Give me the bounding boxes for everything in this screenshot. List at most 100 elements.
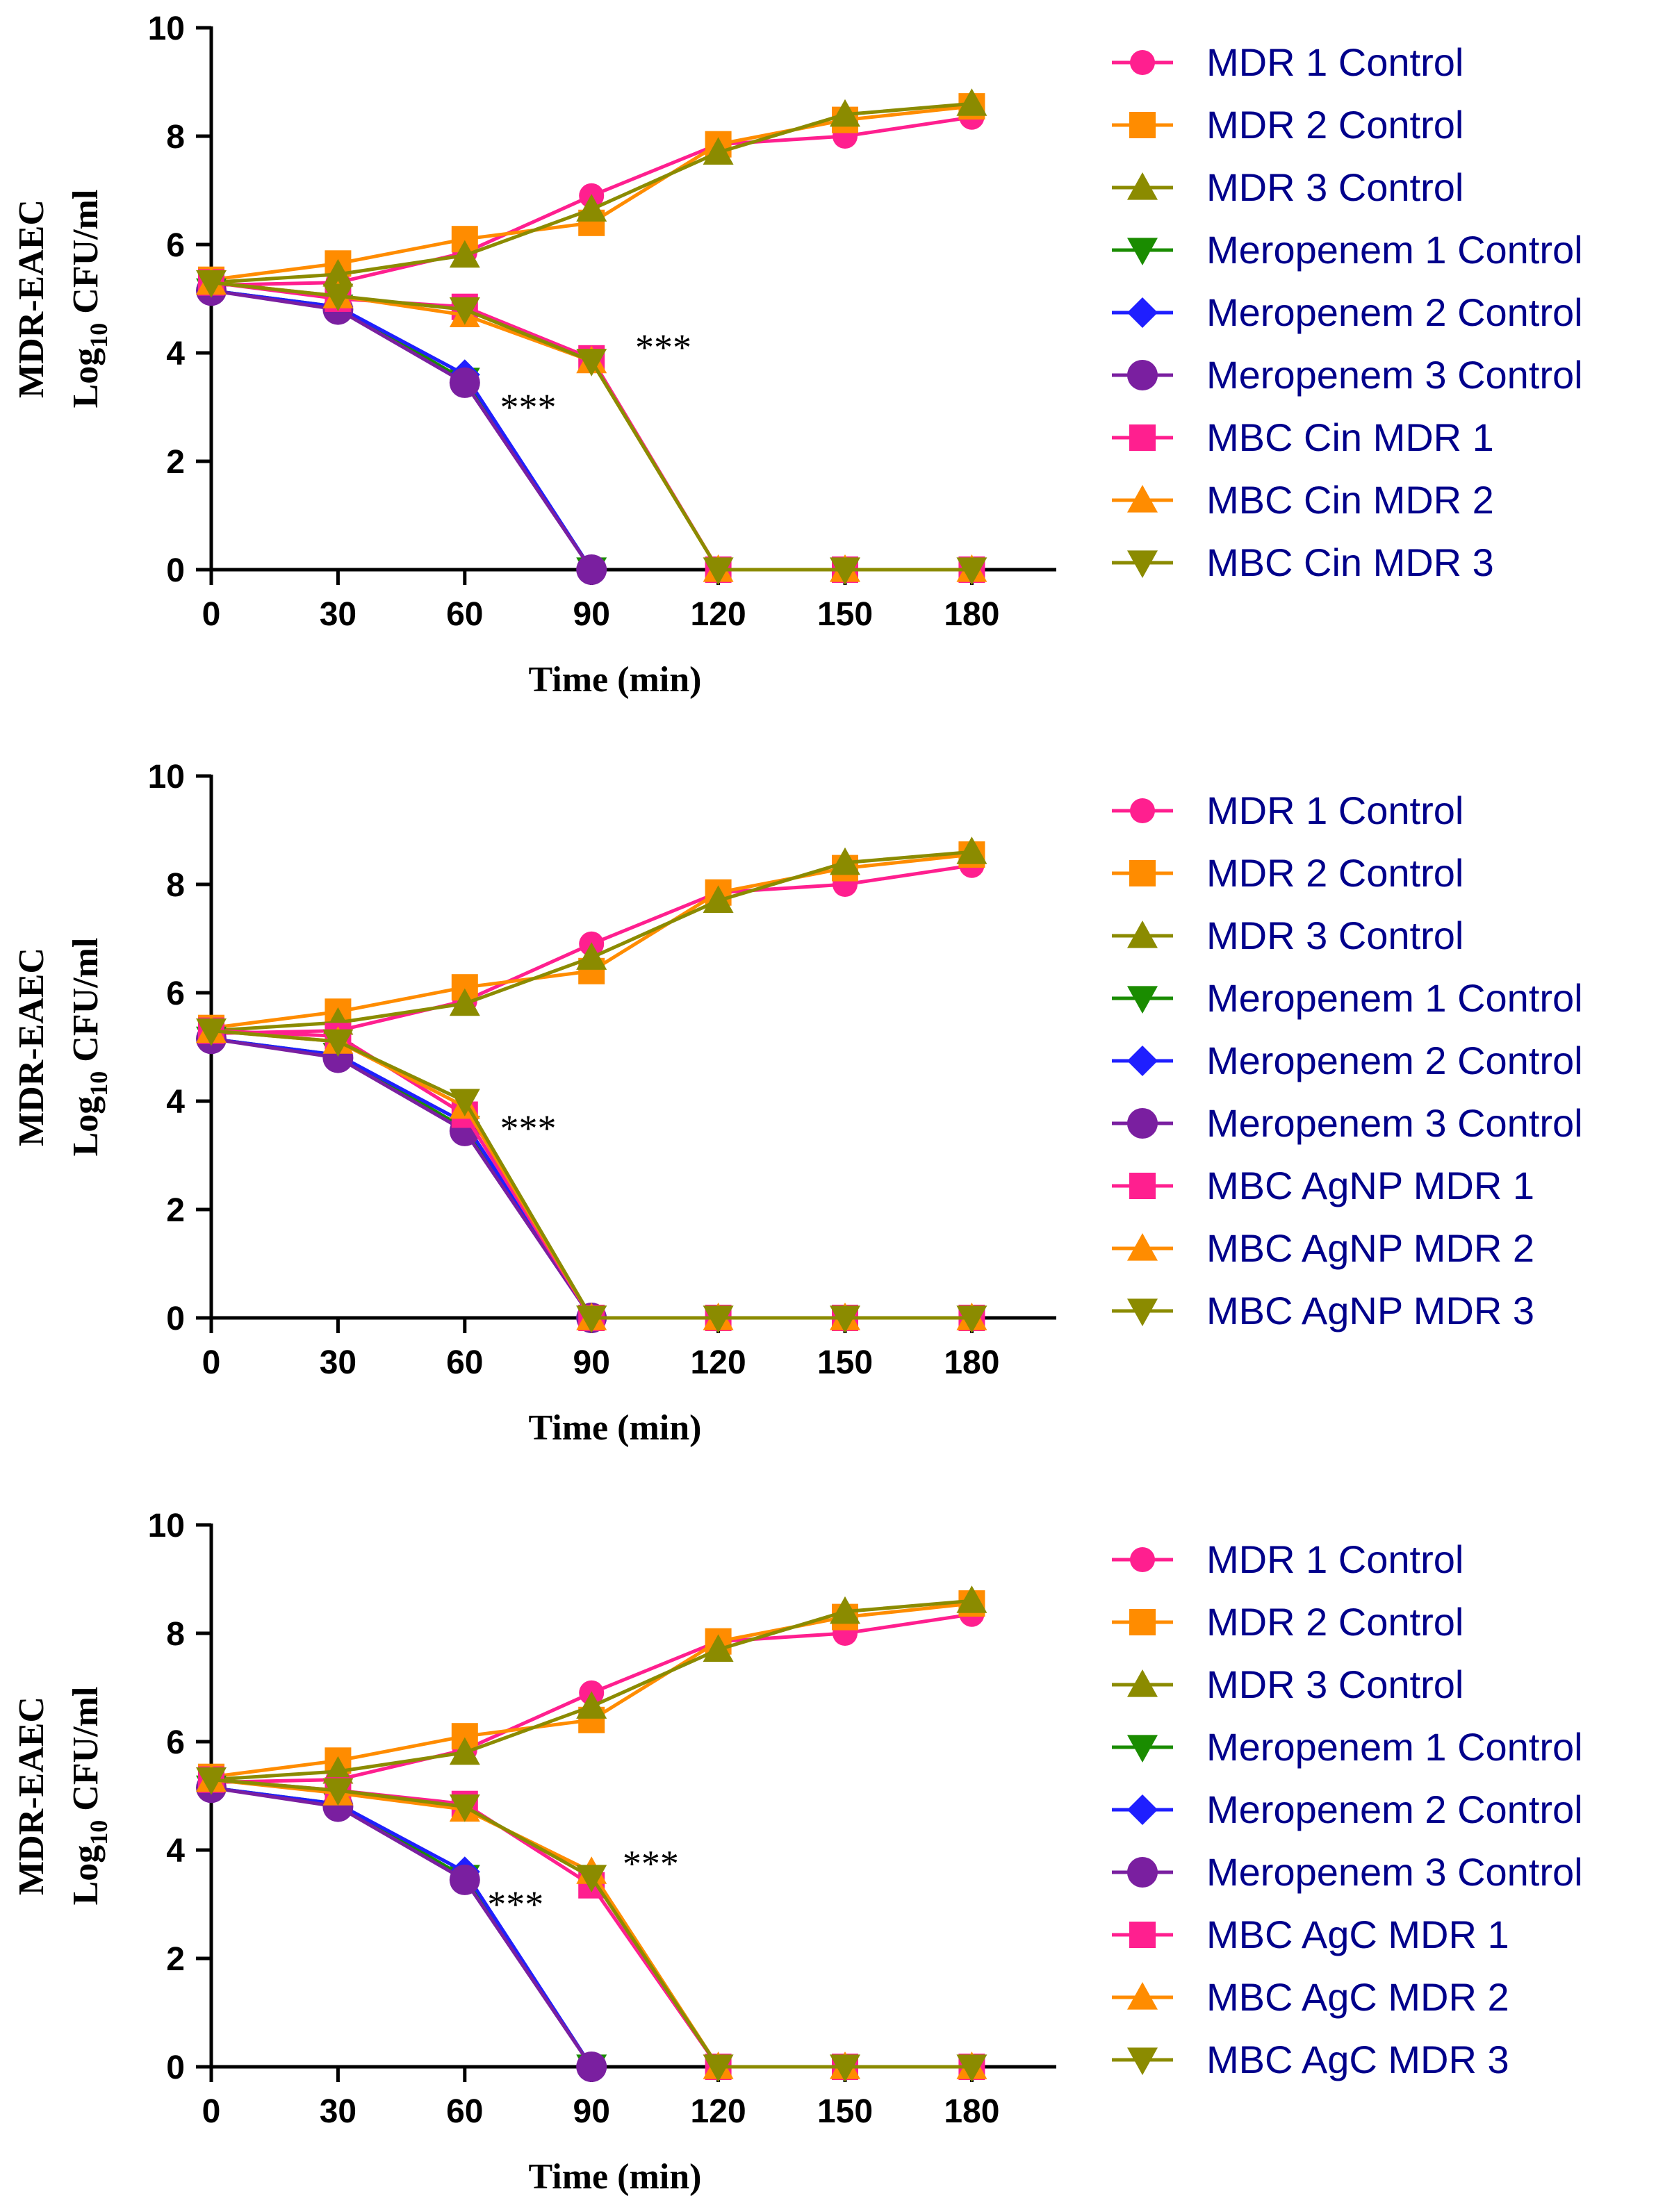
data-point (830, 847, 860, 875)
legend-item: MBC Cin MDR 3 (1112, 540, 1494, 584)
x-axis-title: Time (min) (529, 2157, 702, 2197)
legend-marker (1129, 112, 1156, 138)
legend-marker (1127, 1669, 1158, 1697)
legend-label: MBC AgC MDR 1 (1206, 1913, 1509, 1956)
legend-label: MBC Cin MDR 2 (1206, 478, 1494, 522)
y-axis-title-unit: CFU/ml (66, 1687, 106, 1820)
x-tick-label: 0 (202, 2093, 221, 2130)
data-point (956, 2054, 987, 2082)
data-point (576, 942, 607, 970)
series-9 (196, 1018, 987, 1333)
legend-item: MDR 2 Control (1112, 1600, 1464, 1644)
series-8 (196, 1015, 987, 1330)
series-line (211, 288, 593, 571)
data-point (703, 137, 734, 165)
legend-label: Meropenem 3 Control (1206, 1850, 1583, 1894)
series-4 (196, 1775, 607, 2082)
x-tick-label: 60 (446, 2093, 483, 2130)
significance-annotation: *** (623, 1843, 679, 1885)
legend-marker (1127, 1857, 1158, 1888)
legend-item: Meropenem 1 Control (1112, 228, 1583, 272)
data-point (322, 1778, 354, 1806)
data-point (322, 1756, 354, 1784)
legend-label: Meropenem 2 Control (1206, 1039, 1583, 1082)
legend-label: Meropenem 2 Control (1206, 1788, 1583, 1831)
legend-label: MDR 3 Control (1206, 914, 1464, 957)
legend-item: Meropenem 3 Control (1112, 353, 1583, 397)
legend-marker (1127, 2047, 1158, 2075)
data-point (830, 99, 860, 127)
data-point (576, 1865, 607, 1892)
data-point (956, 836, 987, 864)
legend-item: Meropenem 1 Control (1112, 976, 1583, 1020)
series-line (211, 1037, 593, 1319)
legend-label: MDR 1 Control (1206, 789, 1464, 832)
y-axis-title-unit: CFU/ml (66, 190, 106, 323)
legend-label: MBC AgNP MDR 2 (1206, 1226, 1534, 1270)
series-line (211, 288, 593, 571)
legend-label: Meropenem 2 Control (1206, 290, 1583, 334)
y-axis-title-log: Log (66, 1096, 106, 1157)
legend-label: MDR 3 Control (1206, 1662, 1464, 1706)
x-tick-label: 120 (691, 2093, 746, 2130)
legend-label: Meropenem 1 Control (1206, 228, 1583, 272)
x-tick-label: 120 (691, 1344, 746, 1381)
data-point (322, 283, 354, 312)
data-point (703, 557, 734, 585)
x-tick-label: 120 (691, 596, 746, 633)
data-point (956, 1305, 987, 1333)
data-point (830, 1305, 860, 1333)
y-tick-label: 0 (166, 2049, 185, 2086)
y-axis-title-line2: Log10 CFU/ml (66, 190, 113, 408)
y-axis-title-log: Log (66, 348, 106, 408)
y-axis-title-line2: Log10 CFU/ml (66, 938, 113, 1157)
legend-marker (1129, 1609, 1156, 1635)
significance-annotation: *** (500, 386, 557, 428)
x-tick-label: 150 (817, 1344, 873, 1381)
legend-label: MBC AgNP MDR 3 (1206, 1289, 1534, 1332)
series-9 (196, 1767, 987, 2082)
data-point (956, 557, 987, 585)
x-tick-label: 150 (817, 596, 873, 633)
legend-item: MDR 2 Control (1112, 103, 1464, 147)
legend-marker (1127, 550, 1158, 578)
x-tick-label: 150 (817, 2093, 873, 2130)
legend-marker (1127, 1108, 1158, 1139)
data-point (449, 1864, 480, 1895)
y-axis-title-line1: MDR-EAEC (12, 1697, 51, 1895)
y-tick-label: 8 (166, 119, 185, 156)
legend-marker (1130, 50, 1155, 75)
series-7 (198, 1766, 985, 2080)
series-9 (196, 270, 987, 585)
data-point (830, 557, 860, 585)
legend-marker (1127, 297, 1158, 328)
series-line (211, 1037, 593, 1319)
series-7 (198, 269, 985, 583)
legend-marker (1127, 360, 1158, 390)
y-tick-label: 6 (166, 975, 185, 1012)
data-point (576, 1691, 607, 1719)
legend-marker (1127, 986, 1158, 1014)
x-tick-label: 30 (320, 1344, 356, 1381)
y-tick-label: 10 (148, 759, 185, 795)
legend-item: MDR 1 Control (1112, 1537, 1464, 1581)
data-point (449, 297, 480, 325)
legend-item: MDR 3 Control (1112, 914, 1464, 957)
legend-marker (1127, 1794, 1158, 1825)
y-tick-label: 2 (166, 1192, 185, 1229)
series-8 (196, 1764, 987, 2079)
legend-label: MBC Cin MDR 1 (1206, 415, 1494, 459)
series-8 (196, 267, 987, 582)
legend-item: Meropenem 2 Control (1112, 290, 1583, 334)
legend-item: MBC AgNP MDR 1 (1112, 1164, 1534, 1207)
chart-panel-middle: 0 2 4 6 8 10 0 30 60 90 120 150 180 Time (min) MDR-EAE… (12, 759, 1583, 1448)
legend-item: Meropenem 3 Control (1112, 1850, 1583, 1894)
legend-marker (1130, 798, 1155, 823)
legend-item: MBC AgC MDR 3 (1112, 2038, 1509, 2081)
series-5 (196, 275, 607, 585)
series-6 (196, 1772, 607, 2082)
series-line (211, 1029, 972, 1320)
legend-label: MBC Cin MDR 3 (1206, 540, 1494, 584)
data-point (703, 885, 734, 913)
legend-marker (1127, 172, 1158, 200)
